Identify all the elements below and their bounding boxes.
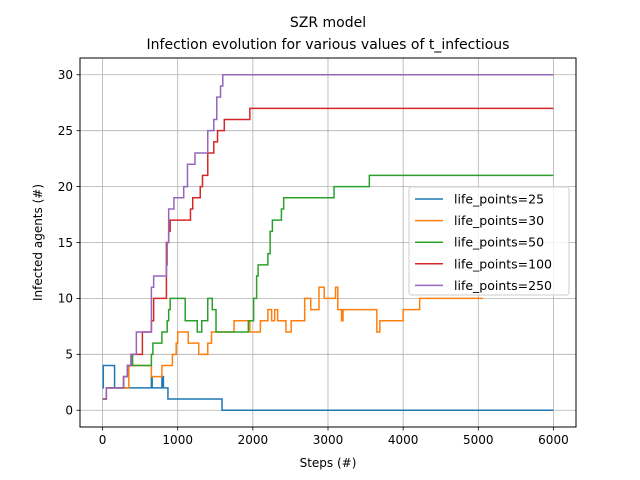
x-tick-label: 4000	[388, 433, 419, 447]
legend-label: life_points=30	[454, 213, 544, 228]
legend-label: life_points=100	[454, 256, 552, 271]
x-axis-label: Steps (#)	[300, 456, 357, 470]
plot-lines	[102, 74, 554, 411]
chart-subtitle: Infection evolution for various values o…	[147, 37, 510, 53]
legend-label: life_points=250	[454, 278, 552, 293]
series-line-1	[102, 286, 483, 400]
y-tick-label: 20	[58, 180, 73, 194]
series-line-2	[102, 174, 554, 400]
y-tick-label: 25	[58, 124, 73, 138]
y-tick-label: 30	[58, 68, 73, 82]
series-line-4	[102, 74, 554, 400]
y-tick-label: 15	[58, 236, 73, 250]
x-tick-label: 6000	[538, 433, 569, 447]
legend: life_points=25 life_points=30 life_points=…	[408, 186, 570, 296]
legend-label: life_points=50	[454, 235, 544, 250]
y-tick-label: 5	[65, 348, 73, 362]
y-tick-label: 10	[58, 292, 73, 306]
x-tick-label: 0	[99, 433, 107, 447]
x-tick-label: 3000	[313, 433, 344, 447]
series-line-0	[102, 364, 554, 411]
x-tick-label: 2000	[238, 433, 269, 447]
axis-ticks: 0 1000 2000 3000 4000 5000 6000 0 5 10 15 20 25 30	[58, 68, 569, 447]
y-axis-label: Infected agents (#)	[31, 184, 45, 301]
y-tick-label: 0	[65, 404, 73, 418]
legend-box	[408, 186, 570, 296]
chart-title: SZR model	[290, 15, 366, 31]
legend-label: life_points=25	[454, 192, 544, 207]
x-tick-label: 5000	[463, 433, 494, 447]
x-tick-label: 1000	[162, 433, 193, 447]
